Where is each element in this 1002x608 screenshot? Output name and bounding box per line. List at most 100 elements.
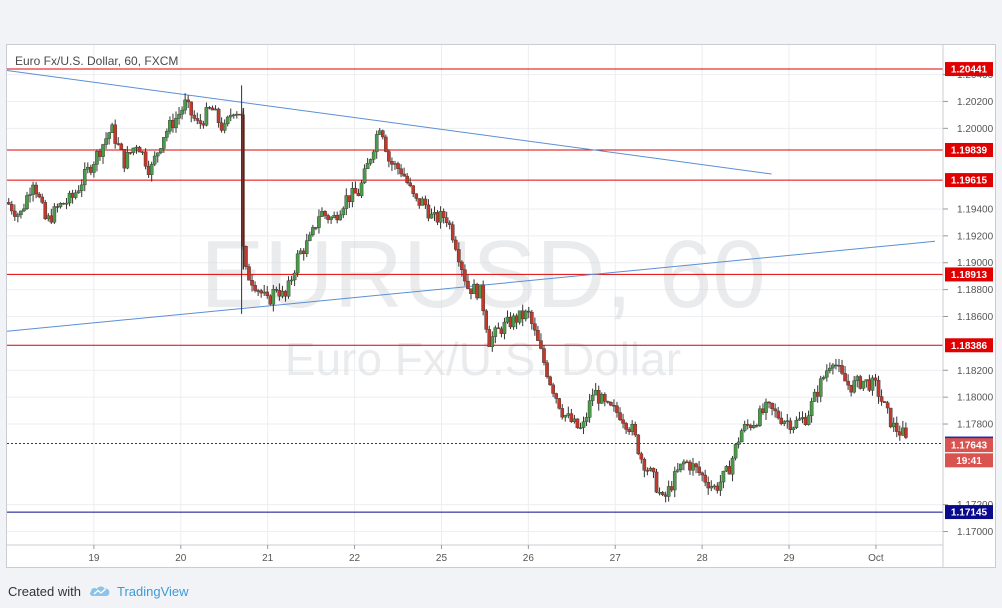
- candle-up: [724, 466, 729, 472]
- chart-frame[interactable]: EURUSD, 60 Euro Fx/U.S. Dollar 1.170001.…: [6, 44, 996, 568]
- candle-down: [888, 407, 893, 428]
- candle-up: [107, 132, 111, 139]
- candle-down: [353, 188, 358, 194]
- candle-up: [682, 461, 686, 465]
- candle-up: [280, 290, 285, 297]
- tradingview-link[interactable]: TradingView: [116, 583, 189, 599]
- time-tick-label: 19: [88, 553, 100, 564]
- tradingview-cloud-icon[interactable]: [89, 584, 111, 598]
- candle-up: [828, 367, 832, 371]
- candle-down: [189, 101, 194, 116]
- level-badge: [945, 62, 993, 77]
- candle-down: [755, 425, 759, 427]
- price-chart[interactable]: EURUSD, 60 Euro Fx/U.S. Dollar 1.170001.…: [7, 45, 995, 567]
- candle-up: [429, 213, 434, 219]
- candle-down: [201, 123, 206, 126]
- candle-down: [660, 492, 665, 495]
- candle-up: [86, 166, 90, 170]
- candle-up: [222, 123, 227, 131]
- candle-down: [879, 396, 884, 402]
- candle-down: [633, 424, 638, 436]
- candle-down: [560, 408, 565, 418]
- candle-down: [745, 424, 750, 426]
- candle-down: [435, 212, 440, 223]
- candle-up: [490, 336, 495, 347]
- candle-down: [396, 163, 400, 169]
- candle-up: [286, 280, 291, 297]
- candle-up: [104, 138, 108, 145]
- candle-up: [304, 240, 309, 254]
- candle-down: [417, 198, 422, 206]
- candle-down: [606, 401, 610, 403]
- candle-down: [122, 149, 127, 169]
- candle-down: [207, 107, 212, 109]
- candle-up: [180, 109, 184, 115]
- candle-up: [666, 486, 671, 497]
- candle-up: [228, 114, 233, 118]
- candle-down: [198, 120, 203, 124]
- candle-up: [864, 379, 869, 382]
- candle-up: [31, 184, 35, 195]
- candle-up: [502, 321, 507, 334]
- candle-down: [453, 239, 458, 250]
- candle-down: [520, 310, 525, 320]
- candle-down: [770, 402, 774, 409]
- candle-down: [13, 210, 17, 217]
- candle-down: [399, 168, 403, 175]
- candle-up: [676, 469, 680, 472]
- candle-down: [898, 431, 902, 436]
- candle-down: [381, 130, 385, 138]
- time-tick-label: 29: [783, 553, 795, 564]
- candle-up: [563, 415, 568, 418]
- candle-up: [630, 424, 634, 432]
- candle-up: [718, 481, 723, 491]
- candle-down: [545, 362, 549, 378]
- candle-down: [882, 401, 887, 403]
- candle-down: [460, 261, 464, 270]
- candle-down: [557, 398, 561, 409]
- candle-down: [444, 217, 449, 224]
- candle-up: [82, 169, 87, 186]
- level-badge-label: 1.19615: [951, 176, 988, 187]
- candle-up: [19, 210, 23, 215]
- candle-up: [438, 211, 443, 223]
- candle-down: [37, 193, 41, 198]
- candle-up: [505, 316, 510, 323]
- candle-up: [374, 134, 379, 153]
- candle-down: [748, 425, 753, 428]
- price-marker-label: 1.17643: [951, 441, 988, 452]
- candle-down: [706, 482, 711, 489]
- candle-down: [514, 315, 519, 323]
- candle-up: [168, 120, 172, 132]
- candle-up: [785, 420, 790, 422]
- price-axis-labels: 1.170001.172001.178001.180001.182001.186…: [943, 70, 994, 538]
- trendline: [7, 70, 772, 175]
- candle-down: [603, 394, 607, 402]
- candle-down: [867, 379, 872, 391]
- price-marker-badge: [945, 453, 993, 468]
- candle-down: [356, 193, 361, 197]
- candle-down: [411, 185, 416, 194]
- level-badge-label: 1.20441: [951, 65, 988, 76]
- candle-down: [390, 161, 394, 165]
- candle-down: [171, 120, 175, 129]
- candle-down: [137, 146, 142, 153]
- candle-up: [377, 130, 382, 135]
- candle-up: [183, 99, 187, 111]
- candle-up: [812, 391, 817, 402]
- price-tick-label: 1.18800: [957, 285, 994, 296]
- candle-up: [149, 163, 154, 175]
- candle-down: [904, 427, 908, 438]
- candle-down: [688, 461, 692, 471]
- level-badge-label: 1.18913: [951, 270, 988, 281]
- candle-down: [596, 390, 601, 404]
- candle-down: [423, 198, 428, 206]
- candle-up: [298, 250, 303, 255]
- candle-up: [110, 124, 114, 134]
- candle-down: [624, 423, 628, 430]
- candle-up: [140, 151, 145, 153]
- time-axis-labels: 19 20 21 22 25 26 27 28 29 Oct: [88, 545, 884, 564]
- candle-up: [155, 152, 160, 157]
- candle-down: [481, 284, 485, 312]
- candle-down: [457, 249, 461, 263]
